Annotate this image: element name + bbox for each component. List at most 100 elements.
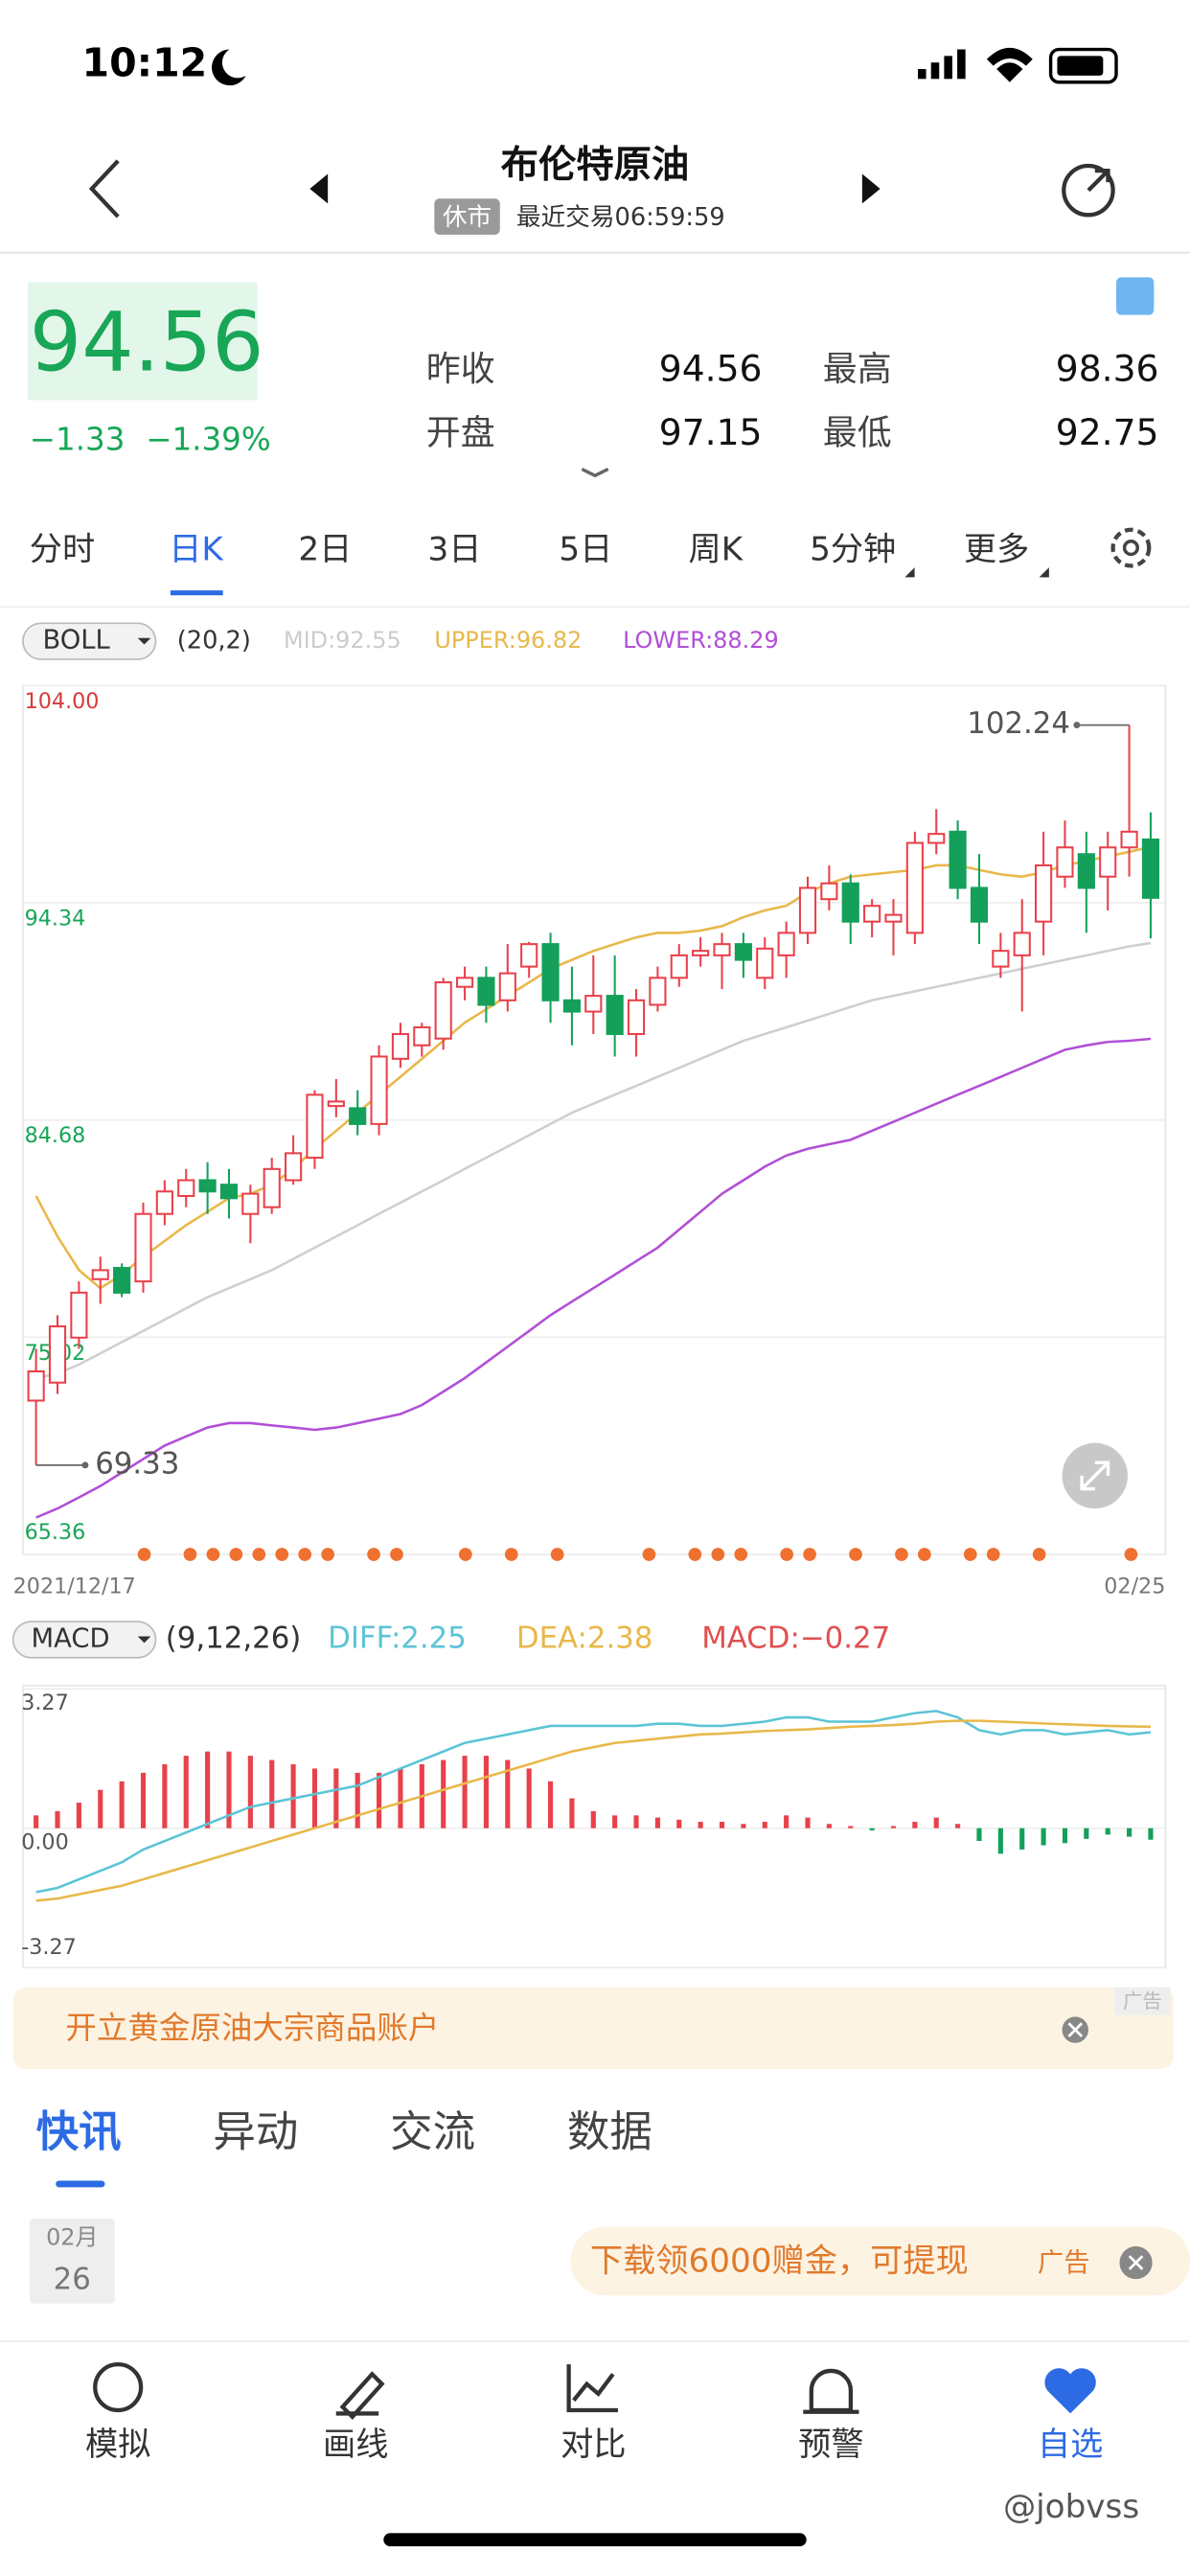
macd-value: MACD:−0.27 [701,1621,890,1655]
ad-tag-bg [1114,1987,1171,2015]
period-tabs: 分时 日K 2日 3日 5日 周K 5分钟 更多 [30,531,1049,578]
event-dot [183,1548,197,1561]
candle-body [1099,846,1117,878]
candle-body [455,977,474,988]
candle-body [756,947,774,979]
period-tab[interactable]: 日K [169,531,224,569]
event-dot [390,1548,403,1561]
moon-icon [212,49,246,86]
news-tab[interactable]: 异动 [213,2108,298,2157]
ad-banner[interactable] [12,1987,1174,2070]
macd-bar [205,1751,211,1828]
candle-body [413,1025,431,1046]
macd-bar [355,1772,360,1828]
candle-body [927,833,946,844]
nav-label[interactable]: 预警 [798,2426,863,2464]
wifi-icon [986,47,1033,82]
candle-body [285,1152,303,1182]
candle-body [1120,830,1138,849]
nav-label[interactable]: 画线 [323,2426,388,2464]
next-button[interactable] [861,173,881,204]
high-label: 102.24 [967,706,1070,741]
macd-bar [162,1763,168,1828]
macd-bar [933,1817,939,1828]
home-indicator [383,2533,807,2546]
event-dot [780,1548,793,1561]
candle-body [477,977,495,1006]
indicator-name: MACD [32,1623,110,1653]
nav-label[interactable]: 对比 [561,2426,626,2464]
candle-body [70,1291,88,1339]
news-tab[interactable]: 快讯 [36,2108,122,2157]
event-dot [963,1548,977,1561]
macd-bar [612,1815,618,1828]
ad-text: 开立黄金原油大宗商品账户 [65,2010,439,2046]
nav-label[interactable]: 自选 [1038,2426,1103,2464]
macd-bar [805,1817,811,1828]
title: 布伦特原油 [501,143,690,187]
macd-bar [654,1817,660,1828]
price: 94.56 [30,295,264,390]
macd-bar [848,1826,854,1828]
fullscreen-icon [1080,1460,1110,1491]
boll-lower: LOWER:88.29 [623,627,779,654]
indicator-select[interactable] [22,622,157,660]
tab-underline [170,590,223,596]
macd-bar [547,1781,554,1828]
settings-core [1122,540,1139,557]
nav-label[interactable]: 模拟 [85,2426,150,2464]
prev-button[interactable] [309,173,329,204]
x-tick-label: 02/25 [1104,1575,1165,1599]
event-dot [918,1548,931,1561]
event-dot [986,1548,1000,1561]
candle-body [1013,932,1031,956]
candle-body [155,1190,173,1215]
period-tab[interactable]: 3日 [428,531,482,569]
macd-bar [377,1772,382,1828]
period-tab[interactable]: 更多 [964,531,1029,569]
nav-icon [93,2361,144,2413]
settings-button[interactable] [1110,527,1152,568]
nav-icon [1044,2368,1096,2414]
candle-body [905,841,924,934]
stat-value: 98.36 [1056,347,1159,389]
ad-tag: 广告 [1123,1990,1162,2012]
macd-bar [398,1768,403,1828]
back-button[interactable] [88,159,120,218]
period-tab[interactable]: 5日 [559,531,612,569]
candle-body [627,999,646,1036]
battery-level [1057,56,1104,76]
event-dot [367,1548,380,1561]
candle-body [884,913,903,923]
candle-body [198,1179,217,1193]
period-tab[interactable]: 2日 [298,531,352,569]
news-tab[interactable]: 交流 [390,2108,475,2157]
event-dot [206,1548,220,1561]
low-dot [81,1461,89,1469]
candle-body [777,932,795,956]
news-tab[interactable]: 数据 [567,2108,652,2157]
candle-body [219,1184,239,1200]
macd-bar [1062,1828,1068,1844]
chart-icon[interactable] [1116,277,1155,315]
date-day: 26 [54,2262,91,2296]
macd-bar [569,1798,575,1828]
indicator-select[interactable] [11,1621,157,1659]
event-dot [642,1548,656,1561]
expand-chevron[interactable] [581,467,609,478]
y-tick-label: 84.68 [25,1123,86,1148]
event-dot [803,1548,816,1561]
macd-bar [912,1822,918,1828]
macd-bar [698,1822,703,1828]
refresh-button[interactable] [1062,163,1115,218]
price-bg [28,282,258,401]
event-dot [688,1548,702,1561]
period-tab[interactable]: 分时 [30,531,95,569]
period-tab[interactable]: 周K [689,531,744,569]
indicator-name: BOLL [42,626,110,656]
candle-body [349,1107,367,1125]
period-tab[interactable]: 5分钟 [810,531,896,569]
ad-float[interactable] [570,2226,1190,2296]
candle-body [863,905,881,923]
